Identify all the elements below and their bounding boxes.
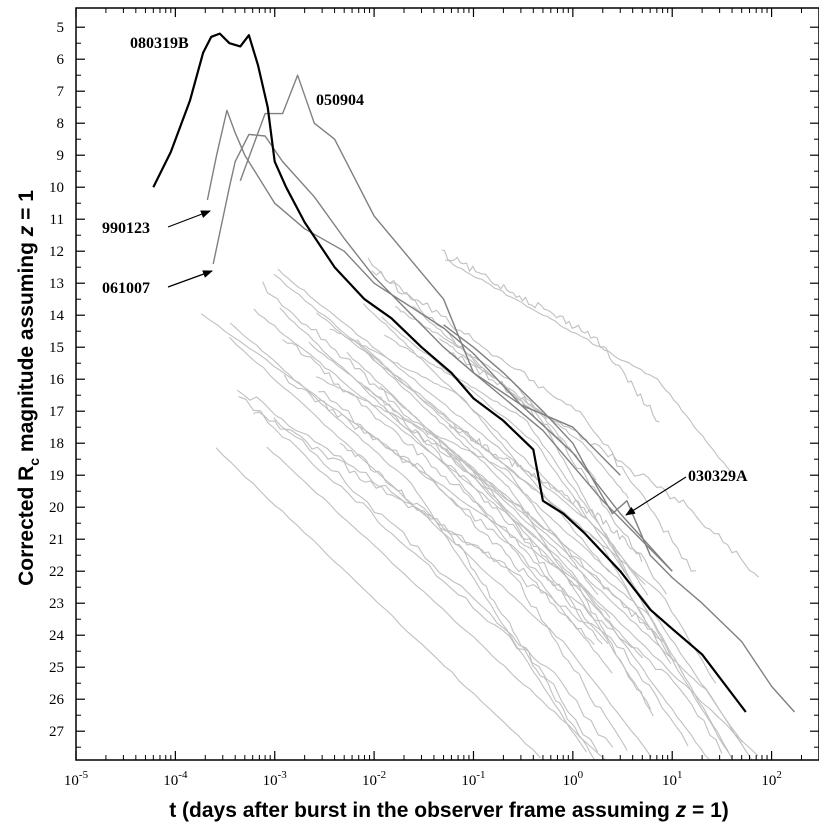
x-tick-label: 100 [563, 769, 584, 789]
background-curve [282, 339, 609, 645]
background-curve [229, 322, 587, 753]
series-line-080319B [152, 32, 747, 713]
x-tick-label: 102 [761, 769, 782, 789]
y-tick-label: 16 [49, 372, 65, 388]
background-curve [308, 341, 644, 659]
series-line-050904 [239, 74, 621, 476]
y-tick-label: 23 [49, 596, 64, 612]
background-curve [277, 268, 646, 585]
background-curve [215, 447, 541, 759]
background-curve [356, 339, 672, 665]
label-050904: 050904 [316, 92, 364, 109]
background-curve [430, 433, 733, 759]
plot-frame [75, 7, 819, 761]
y-tick-label: 13 [49, 276, 64, 292]
y-tick-label: 24 [49, 628, 65, 644]
x-tick-label: 10-1 [461, 769, 485, 789]
background-curve [362, 303, 677, 669]
y-tick-label: 12 [49, 244, 64, 260]
y-tick-label: 6 [57, 52, 65, 68]
background-curve [339, 442, 595, 760]
x-tick-label: 10-4 [163, 769, 188, 789]
label-080319B: 080319B [130, 35, 189, 52]
axes: 10-5 10-4 10-3 10-2 10-1 100 101 102 5 6 7 8 9 10 11 12… [49, 8, 819, 789]
background-curve [266, 446, 606, 760]
y-tick-label: 21 [49, 532, 64, 548]
background-curve [381, 316, 743, 743]
label-030329A: 030329A [688, 468, 748, 485]
y-tick-label: 11 [50, 212, 64, 228]
background-curve [445, 259, 732, 473]
background-curve [366, 352, 652, 710]
y-tick-label: 19 [49, 468, 64, 484]
y-tick-label: 9 [57, 148, 65, 164]
background-curve [200, 313, 759, 757]
background-curve [346, 351, 753, 761]
y-tick-label: 27 [49, 724, 65, 740]
x-axis-title: t (days after burst in the observer fram… [169, 799, 729, 822]
background-curve [316, 312, 646, 620]
y-tick-label: 25 [49, 660, 64, 676]
arrow-061007 [167, 270, 213, 288]
y-tick-label: 17 [49, 404, 65, 420]
x-tick-label: 101 [662, 769, 683, 789]
y-tick-label: 20 [49, 500, 64, 516]
label-990123: 990123 [102, 220, 150, 237]
background-curve [236, 389, 689, 747]
y-tick-label: 22 [49, 564, 64, 580]
background-curve [253, 411, 628, 751]
y-tick-label: 7 [57, 84, 65, 100]
y-tick-label: 18 [49, 436, 64, 452]
y-tick-label: 5 [57, 20, 65, 36]
background-curve [412, 305, 659, 632]
background-curve [229, 336, 652, 758]
background-light-curves [200, 249, 759, 761]
arrow-030329A [625, 476, 687, 516]
background-curve [238, 396, 599, 753]
label-061007: 061007 [102, 280, 150, 297]
background-curve [316, 376, 599, 596]
series-line-990123 [206, 109, 673, 572]
background-curve [441, 249, 660, 423]
series-line-030329A [443, 324, 796, 713]
background-curve [379, 385, 731, 755]
y-tick-label: 15 [49, 340, 64, 356]
background-curve [367, 257, 667, 595]
arrow-990123 [167, 210, 211, 228]
background-curve [253, 308, 611, 619]
background-curve [329, 328, 610, 573]
background-curve [273, 273, 717, 684]
background-curve [318, 391, 723, 754]
x-tick-label: 10-5 [64, 769, 89, 789]
x-tick-label: 10-3 [263, 769, 288, 789]
background-curve [394, 305, 597, 481]
y-tick-label: 14 [49, 308, 65, 324]
y-tick-label: 26 [49, 692, 65, 708]
x-tick-label: 10-2 [362, 769, 386, 789]
background-curve [384, 334, 649, 596]
background-curve [371, 270, 696, 572]
background-curve [448, 424, 643, 563]
y-axis-title: Corrected Rc magnitude assuming z = 1 [15, 190, 42, 586]
series-layer [152, 32, 796, 713]
y-tick-label: 10 [49, 180, 64, 196]
background-curve [273, 417, 614, 748]
y-tick-label: 8 [57, 116, 65, 132]
series-line-061007 [212, 133, 673, 572]
